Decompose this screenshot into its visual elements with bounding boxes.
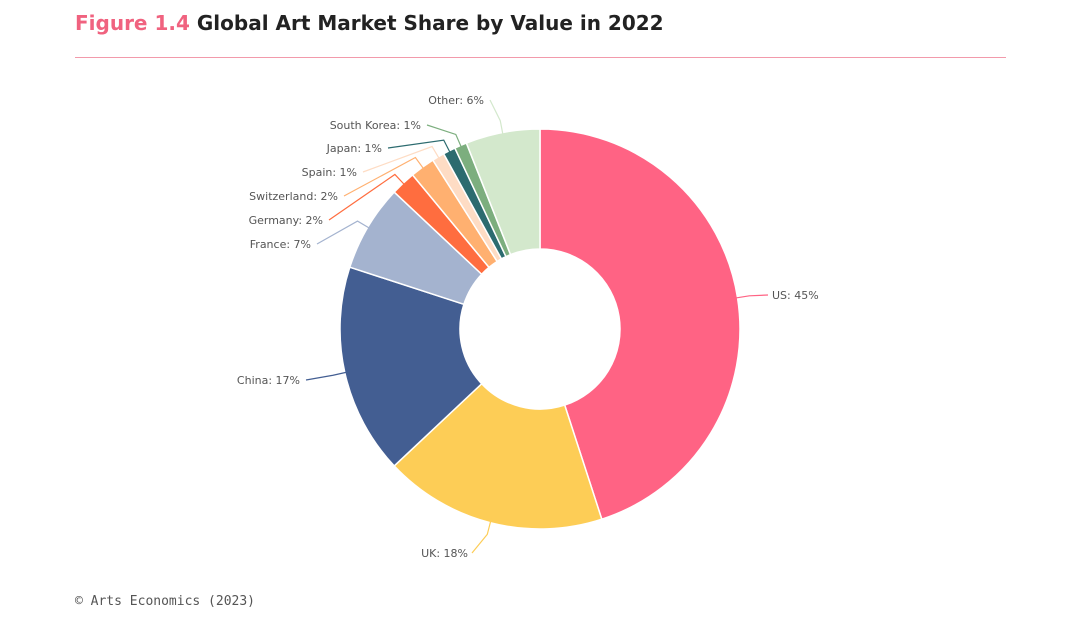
label-spain: Spain: 1% (302, 166, 357, 179)
leader-line-spain (362, 145, 441, 173)
label-us: US: 45% (772, 289, 819, 302)
chart-header: Figure 1.4 Global Art Market Share by Va… (75, 9, 664, 37)
slice-china (339, 266, 483, 467)
slice-us (539, 128, 741, 521)
leader-line-south-korea (426, 124, 463, 150)
leader-line-germany (328, 173, 407, 221)
leader-line-japan (387, 139, 452, 155)
leader-line-uk (471, 518, 492, 554)
figure-number: Figure 1.4 (75, 11, 190, 35)
slices-layer (339, 128, 741, 530)
leader-line-switzerland (343, 156, 426, 197)
label-other: Other: 6% (428, 94, 484, 107)
label-china: China: 17% (237, 374, 300, 387)
leader-line-other (489, 99, 504, 137)
label-japan: Japan: 1% (326, 142, 382, 155)
slice-uk (393, 382, 603, 530)
label-switzerland: Switzerland: 2% (249, 190, 338, 203)
source-credit: © Arts Economics (2023) (75, 594, 256, 609)
leader-line-us (733, 294, 769, 299)
leader-lines-layer (305, 99, 769, 554)
label-germany: Germany: 2% (249, 214, 323, 227)
label-uk: UK: 18% (421, 547, 468, 560)
label-france: France: 7% (250, 238, 311, 251)
slice-other (465, 128, 541, 256)
labels-layer: US: 45% UK: 18% China: 17% France: 7% German… (237, 94, 819, 560)
chart-title: Global Art Market Share by Value in 2022 (196, 11, 664, 35)
leader-line-china (305, 371, 349, 381)
leader-line-france (316, 220, 372, 245)
header-divider (75, 57, 1006, 58)
label-south-korea: South Korea: 1% (330, 119, 421, 132)
